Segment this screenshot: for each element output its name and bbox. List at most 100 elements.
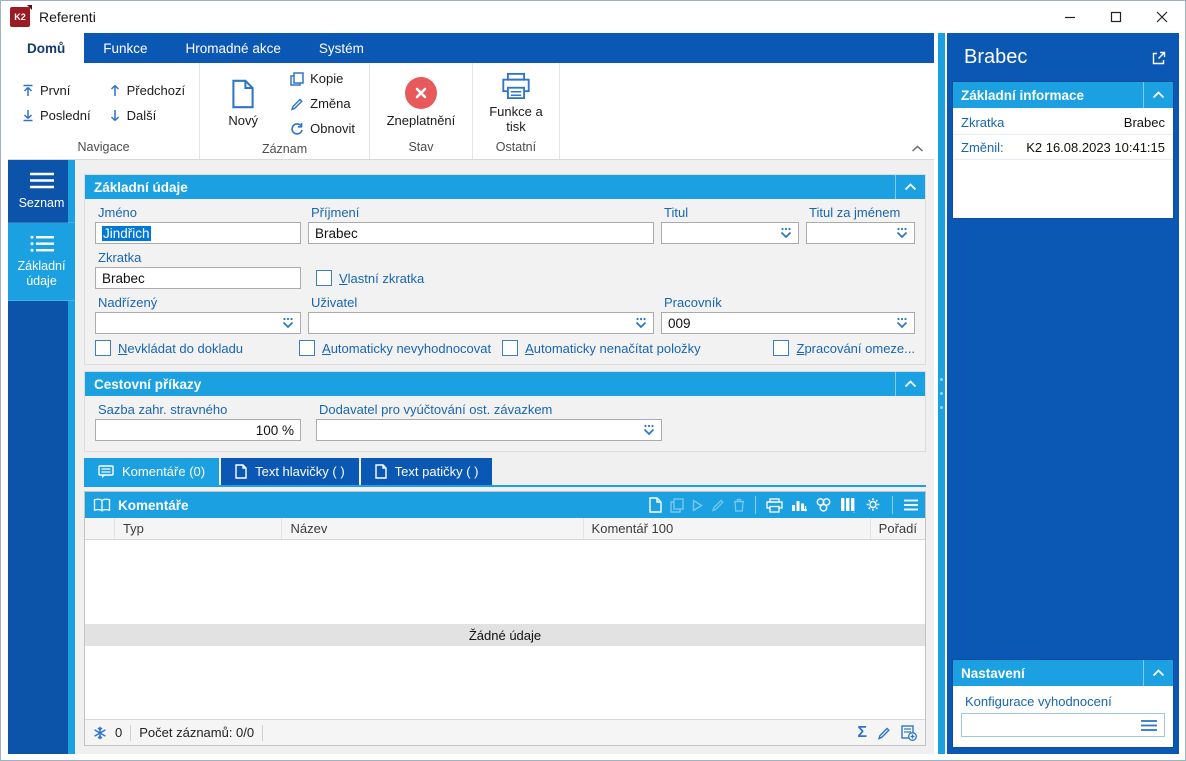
- field-label: Titul za jménem: [809, 205, 901, 220]
- printer-icon: [501, 72, 531, 100]
- konfigurace-vyhodnoceni-input[interactable]: [961, 713, 1165, 737]
- grid-column-headers: Typ Název Komentář 100 Pořadí: [85, 518, 925, 540]
- maximize-button[interactable]: [1093, 1, 1139, 33]
- column-header-typ[interactable]: Typ: [115, 518, 283, 539]
- grid-new-button[interactable]: [649, 497, 662, 513]
- open-in-window-button[interactable]: [1151, 50, 1167, 66]
- footer-separator: [262, 724, 264, 741]
- automaticky-nevyhodnocovat-checkbox[interactable]: Automaticky nevyhodnocovat: [299, 340, 502, 356]
- ribbon-tab-funkce[interactable]: Funkce: [103, 40, 148, 56]
- panel-splitter[interactable]: [938, 33, 945, 754]
- copy-icon: [290, 71, 304, 86]
- uzivatel-dropdown[interactable]: [308, 312, 654, 334]
- first-record-label: První: [40, 82, 71, 98]
- previous-record-button[interactable]: Předchozí: [105, 80, 190, 101]
- document-icon: [374, 464, 387, 479]
- play-icon: [692, 498, 703, 512]
- ribbon-tab-hromadne-akce[interactable]: Hromadné akce: [185, 40, 281, 56]
- document-plus-icon: [901, 724, 917, 741]
- column-header-komentar[interactable]: Komentář 100: [584, 518, 871, 539]
- dodavatel-dropdown[interactable]: [316, 419, 662, 441]
- jmeno-input[interactable]: Jindřich: [95, 222, 301, 244]
- refresh-record-button[interactable]: Obnovit: [286, 118, 359, 139]
- field-label: Pracovník: [664, 295, 722, 310]
- window-controls: [1047, 1, 1185, 33]
- column-header-poradi[interactable]: Pořadí: [878, 521, 917, 536]
- ribbon-tab-domu[interactable]: Domů: [8, 33, 85, 63]
- zpracovani-omezeni-checkbox[interactable]: Zpracování omeze...: [773, 340, 915, 356]
- titul-dropdown[interactable]: [661, 222, 799, 244]
- sazba-stravneho-input[interactable]: 100 %: [95, 419, 301, 441]
- ribbon-group-label-navigace: Navigace: [77, 140, 130, 154]
- right-info-panel: Brabec Základní informace Zkratka Brabec…: [947, 33, 1179, 754]
- last-record-button[interactable]: Poslední: [18, 105, 95, 126]
- nadrizeny-dropdown[interactable]: [95, 312, 301, 334]
- new-record-button[interactable]: Nový: [210, 77, 276, 130]
- prijmeni-input[interactable]: Brabec: [308, 222, 654, 244]
- copy-icon: [670, 497, 684, 513]
- vlastni-zkratka-checkbox[interactable]: Vlastní zkratka: [316, 270, 424, 286]
- settings-box: Nastavení Konfigurace vyhodnocení: [952, 659, 1174, 748]
- pracovnik-dropdown[interactable]: 009: [661, 312, 915, 334]
- collapse-panel-button[interactable]: [895, 175, 925, 199]
- next-record-button[interactable]: Další: [105, 105, 190, 126]
- sidebar-item-zakladni-udaje[interactable]: Základní údaje: [8, 223, 75, 302]
- copy-record-button[interactable]: Kopie: [286, 68, 359, 89]
- chevron-up-icon: [1152, 669, 1165, 677]
- invalidate-label: Zneplatnění: [386, 113, 456, 128]
- comment-bubble-icon: [98, 464, 114, 479]
- tab-text-hlavicky[interactable]: Text hlavičky ( ): [221, 458, 359, 485]
- collapse-panel-button[interactable]: [1143, 660, 1173, 686]
- grid-footer-tools: Σ: [857, 724, 917, 742]
- minimize-button[interactable]: [1047, 1, 1093, 33]
- grid-menu-button[interactable]: [903, 499, 919, 511]
- change-record-button[interactable]: Změna: [286, 93, 359, 114]
- invalidate-button[interactable]: Zneplatnění: [380, 75, 462, 130]
- workspace: Seznam Základní údaje Základní údaje: [8, 160, 934, 754]
- automaticky-nenacitat-polozky-checkbox[interactable]: Automaticky nenačítat položky: [502, 340, 773, 356]
- grid-settings-button[interactable]: [865, 497, 882, 513]
- close-button[interactable]: [1139, 1, 1185, 33]
- sum-button[interactable]: Σ: [857, 723, 867, 741]
- collapse-panel-button[interactable]: [1143, 82, 1173, 108]
- grid-edit-button[interactable]: [711, 498, 725, 512]
- gear-icon: [865, 497, 882, 513]
- field-label: Zkratka: [98, 250, 142, 265]
- collapse-panel-button[interactable]: [895, 372, 925, 396]
- dropdown-icon: [779, 227, 793, 240]
- record-title: Brabec: [964, 46, 1028, 68]
- grid-print-button[interactable]: [766, 497, 783, 513]
- maximize-icon: [1110, 11, 1122, 23]
- ribbon-group-stav: Zneplatnění Stav: [370, 63, 473, 159]
- grid-open-button[interactable]: [692, 498, 703, 512]
- dropdown-icon: [634, 317, 648, 330]
- tab-komentare[interactable]: Komentáře (0): [84, 458, 220, 485]
- grid-chart-button[interactable]: [791, 498, 807, 513]
- grid-columns-button[interactable]: [840, 497, 857, 513]
- dropdown-icon: [895, 227, 909, 240]
- dropdown-icon: [895, 317, 909, 330]
- footer-edit-button[interactable]: [877, 726, 891, 740]
- column-header-nazev[interactable]: Název: [282, 518, 584, 539]
- ribbon-collapse-button[interactable]: [911, 145, 924, 153]
- pencil-icon: [877, 726, 891, 740]
- checkbox-icon: [299, 340, 316, 356]
- tab-text-paticky[interactable]: Text patičky ( ): [360, 458, 493, 485]
- nevkladat-do-dokladu-checkbox[interactable]: Nevkládat do dokladu: [95, 340, 299, 356]
- grid-copy-button[interactable]: [670, 497, 684, 513]
- sidebar-item-seznam[interactable]: Seznam: [8, 160, 75, 224]
- grid-delete-button[interactable]: [733, 498, 745, 512]
- footer-add-note-button[interactable]: [901, 724, 917, 741]
- titul-za-jmenem-dropdown[interactable]: [806, 222, 915, 244]
- grid-body[interactable]: Žádné údaje: [85, 540, 925, 719]
- document-icon: [235, 464, 247, 479]
- sidebar-item-seznam-label: Seznam: [18, 196, 65, 210]
- ribbon-tab-system[interactable]: Systém: [318, 40, 364, 56]
- chevron-up-icon: [904, 380, 917, 388]
- functions-print-button[interactable]: Funkce a tisk: [483, 70, 549, 136]
- grid-cluster-button[interactable]: [815, 497, 832, 513]
- first-record-button[interactable]: První: [18, 80, 95, 101]
- zkratka-input[interactable]: Brabec: [95, 267, 301, 289]
- hamburger-menu-icon: [903, 499, 919, 511]
